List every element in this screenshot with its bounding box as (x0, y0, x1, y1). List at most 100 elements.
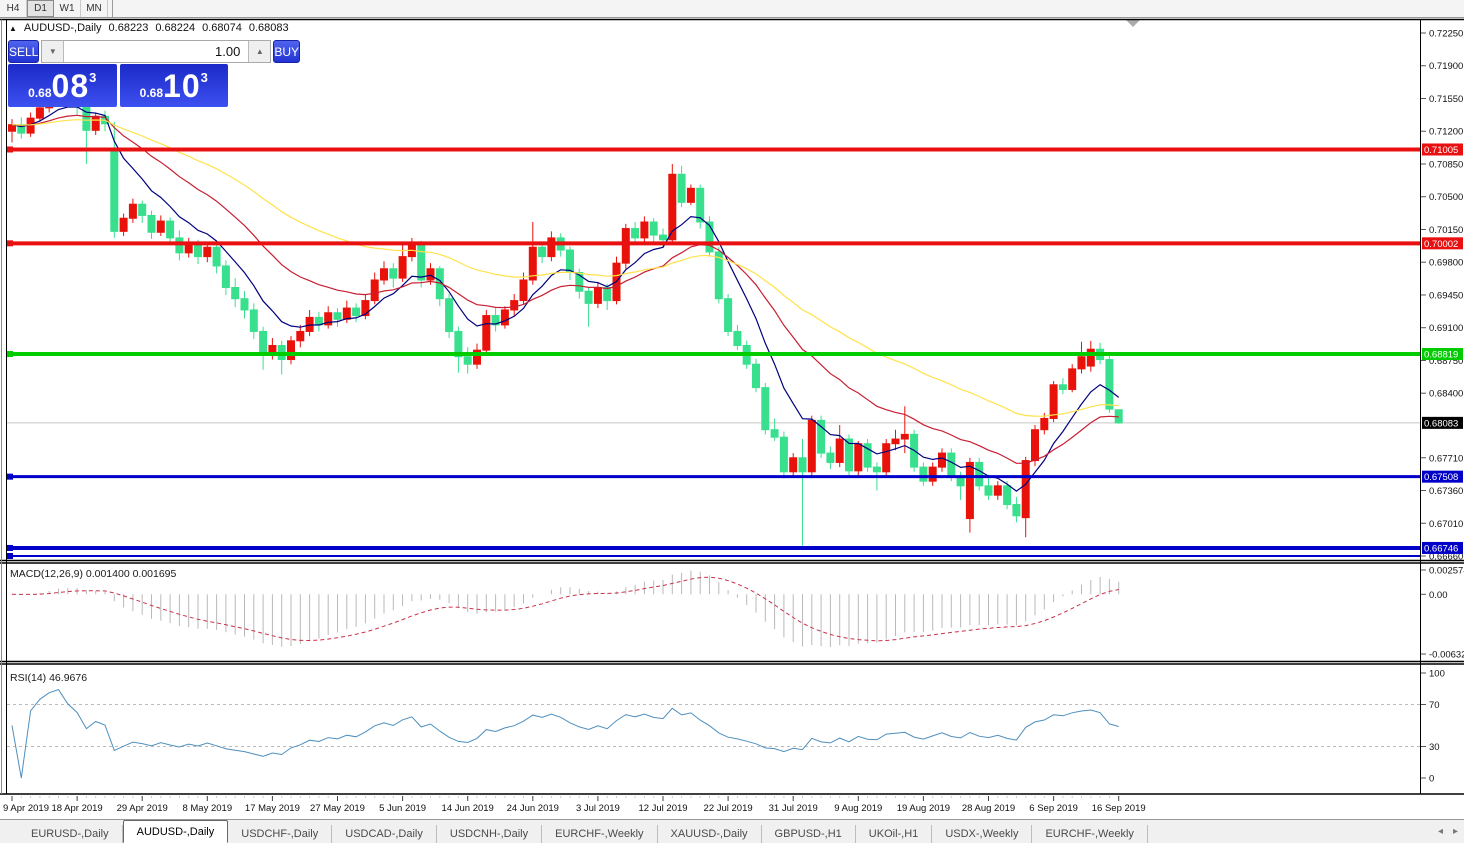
moving-average-45 (11, 119, 1119, 417)
svg-text:24 Jun 2019: 24 Jun 2019 (507, 803, 559, 814)
svg-text:8 May 2019: 8 May 2019 (182, 803, 232, 814)
svg-text:30: 30 (1429, 742, 1440, 753)
buy-price-point: 3 (200, 70, 208, 85)
svg-text:0.66660: 0.66660 (1429, 552, 1463, 563)
svg-text:0.70150: 0.70150 (1429, 225, 1463, 236)
scroll-to-end-icon[interactable] (1126, 20, 1140, 27)
symbol-info-line: ▲ AUDUSD-,Daily 0.68223 0.68224 0.68074 … (9, 22, 289, 34)
svg-text:9 Apr 2019: 9 Apr 2019 (3, 803, 49, 814)
svg-text:100: 100 (1429, 669, 1445, 680)
chart-tab-6[interactable]: XAUUSD-,Daily (658, 825, 762, 843)
moving-average-21 (11, 114, 1119, 464)
tab-scroll-arrows: ◂ ▸ (1438, 820, 1458, 843)
svg-text:-0.006326: -0.006326 (1429, 650, 1464, 661)
macd-label: MACD(12,26,9) 0.001400 0.001695 (10, 568, 177, 580)
price-axis: 0.72250 0.71900 0.71550 0.71200 0.70850 0.705… (1421, 29, 1464, 785)
svg-text:0.67010: 0.67010 (1429, 519, 1463, 530)
svg-text:0.67710: 0.67710 (1429, 453, 1463, 464)
sell-price-pips: 08 (51, 67, 90, 104)
chart-tab-bar: EURUSD-,Daily AUDUSD-,Daily USDCHF-,Daily U… (0, 819, 1464, 843)
svg-text:19 Aug 2019: 19 Aug 2019 (897, 803, 950, 814)
ohlc-high: 0.68224 (155, 22, 196, 34)
timeframe-buttons: H4 D1 W1 MN (0, 0, 108, 17)
chart-tab-5[interactable]: EURCHF-,Weekly (542, 825, 658, 843)
svg-text:0.66746: 0.66746 (1424, 543, 1458, 554)
macd-histogram (20, 570, 1120, 648)
ohlc-close: 0.68083 (248, 22, 289, 34)
collapse-triangle-icon[interactable]: ▲ (9, 23, 17, 33)
macd-signal-line (11, 576, 1119, 642)
svg-text:0.70002: 0.70002 (1424, 239, 1458, 250)
svg-text:16 Sep 2019: 16 Sep 2019 (1092, 803, 1146, 814)
svg-text:0.69800: 0.69800 (1429, 258, 1463, 269)
svg-text:0.71200: 0.71200 (1429, 127, 1463, 138)
sell-price-point: 3 (89, 70, 97, 85)
svg-text:0.68750: 0.68750 (1429, 356, 1463, 367)
chart-tab-10[interactable]: EURCHF-,Weekly (1032, 825, 1148, 843)
svg-text:0.70850: 0.70850 (1429, 159, 1463, 170)
chart-tab-9[interactable]: USDX-,Weekly (932, 825, 1033, 843)
svg-text:6 Sep 2019: 6 Sep 2019 (1029, 803, 1078, 814)
sell-button[interactable]: SELL (8, 40, 40, 63)
symbol-title: AUDUSD-,Daily (23, 22, 102, 34)
volume-decrease-button[interactable]: ▼ (42, 41, 65, 62)
svg-text:0.71550: 0.71550 (1429, 94, 1463, 105)
svg-text:18 Apr 2019: 18 Apr 2019 (51, 803, 102, 814)
svg-text:0.72250: 0.72250 (1429, 29, 1463, 40)
rsi-label: RSI(14) 46.9676 (10, 672, 87, 684)
svg-text:27 May 2019: 27 May 2019 (310, 803, 365, 814)
timeframe-button-d1[interactable]: D1 (27, 0, 54, 17)
svg-text:29 Apr 2019: 29 Apr 2019 (117, 803, 168, 814)
chart-tab-2[interactable]: USDCHF-,Daily (228, 825, 333, 843)
chart-tab-4[interactable]: USDCNH-,Daily (437, 825, 543, 843)
svg-text:0.71005: 0.71005 (1424, 145, 1458, 156)
candlestick-series (8, 78, 1123, 546)
chart-tabs: EURUSD-,Daily AUDUSD-,Daily USDCHF-,Daily U… (18, 820, 1148, 843)
svg-text:22 Jul 2019: 22 Jul 2019 (704, 803, 753, 814)
svg-text:31 Jul 2019: 31 Jul 2019 (769, 803, 818, 814)
chart-tab-8[interactable]: UKOil-,H1 (856, 825, 933, 843)
svg-text:9 Aug 2019: 9 Aug 2019 (834, 803, 882, 814)
rsi-line (11, 689, 1119, 779)
buy-price-base: 0.68 (139, 85, 164, 100)
svg-text:0.002574: 0.002574 (1429, 566, 1464, 577)
svg-text:0.00: 0.00 (1429, 590, 1448, 601)
svg-text:0.69100: 0.69100 (1429, 323, 1463, 334)
svg-text:0.67360: 0.67360 (1429, 486, 1463, 497)
svg-text:0.68400: 0.68400 (1429, 389, 1463, 400)
timeframe-button-h4[interactable]: H4 (0, 0, 27, 17)
svg-text:0: 0 (1429, 774, 1434, 785)
chart-tab-3[interactable]: USDCAD-,Daily (332, 825, 437, 843)
svg-text:0.67508: 0.67508 (1424, 472, 1458, 483)
buy-button[interactable]: BUY (273, 40, 301, 63)
chart-tab-7[interactable]: GBPUSD-,H1 (762, 825, 856, 843)
timeframe-toolbar: H4 D1 W1 MN (0, 0, 1464, 18)
svg-text:0.69450: 0.69450 (1429, 290, 1463, 301)
chart-tab-1[interactable]: AUDUSD-,Daily (122, 820, 229, 843)
svg-text:5 Jun 2019: 5 Jun 2019 (379, 803, 426, 814)
moving-average-8 (11, 106, 1120, 492)
chart-tab-0[interactable]: EURUSD-,Daily (18, 825, 123, 843)
ohlc-open: 0.68223 (108, 22, 149, 34)
volume-increase-button[interactable]: ▲ (248, 41, 271, 62)
buy-price-button[interactable]: 0.68 10 3 (119, 64, 228, 107)
date-axis: 9 Apr 2019 18 Apr 2019 29 Apr 2019 8 May 20… (3, 796, 1146, 814)
svg-text:14 Jun 2019: 14 Jun 2019 (442, 803, 494, 814)
toolbar-separator (108, 0, 113, 17)
svg-text:70: 70 (1429, 700, 1440, 711)
one-click-trade-panel: SELL ▼ ▲ BUY 0.68 08 3 0.68 10 3 (8, 40, 301, 107)
timeframe-button-w1[interactable]: W1 (54, 0, 81, 17)
tab-scroll-left-icon[interactable]: ◂ (1437, 826, 1443, 837)
svg-text:0.68083: 0.68083 (1424, 418, 1458, 429)
volume-spinner: ▼ ▲ (41, 40, 272, 63)
svg-text:0.70500: 0.70500 (1429, 192, 1463, 203)
tab-scroll-right-icon[interactable]: ▸ (1452, 826, 1458, 837)
volume-input[interactable] (64, 41, 249, 62)
sell-price-button[interactable]: 0.68 08 3 (8, 64, 117, 107)
ohlc-low: 0.68074 (202, 22, 242, 34)
timeframe-button-mn[interactable]: MN (81, 0, 108, 17)
svg-text:12 Jul 2019: 12 Jul 2019 (638, 803, 687, 814)
svg-text:28 Aug 2019: 28 Aug 2019 (962, 803, 1015, 814)
